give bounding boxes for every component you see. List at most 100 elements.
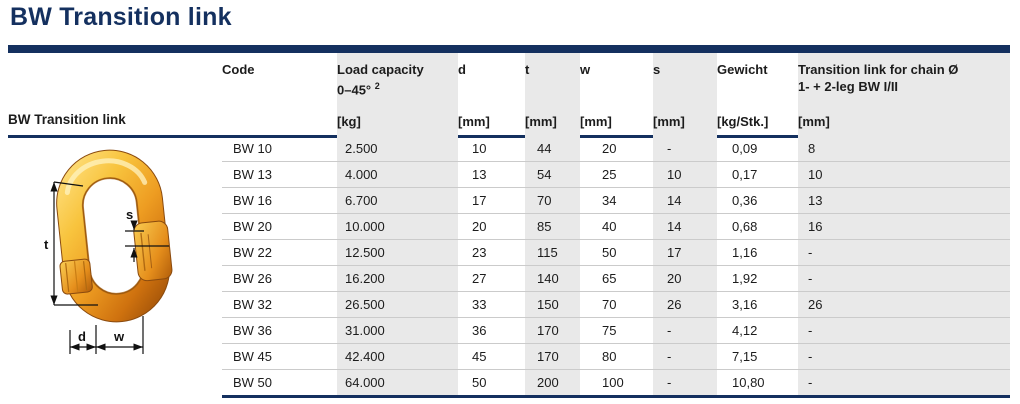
cell-s: 26	[653, 292, 717, 317]
cell-transition: -	[798, 344, 1010, 369]
unit-load: [kg]	[337, 114, 361, 129]
cell-t: 150	[525, 292, 580, 317]
table-row: BW 10 2.500 10 44 20 - 0,09 8	[222, 135, 1010, 161]
chain-link-illustration: t s d w	[44, 149, 173, 354]
table-row: BW 32 26.500 33 150 70 26 3,16 26	[222, 291, 1010, 317]
table-row: BW 26 16.200 27 140 65 20 1,92 -	[222, 265, 1010, 291]
cell-gewicht: 0,09	[732, 140, 758, 156]
cell-load: 64.000	[337, 370, 458, 395]
table-header-row: Code Load capacity 0–45° 2 [kg] d [mm] t…	[222, 53, 1010, 135]
header-rule-bar	[8, 135, 1010, 138]
cell-s: -	[653, 344, 717, 369]
header-cell-t: t [mm]	[525, 53, 580, 135]
cell-t: 170	[525, 318, 580, 343]
header-cell-load-capacity: Load capacity 0–45° 2 [kg]	[337, 53, 458, 135]
table-row: BW 13 4.000 13 54 25 10 0,17 10	[222, 161, 1010, 187]
cell-w: 50	[602, 245, 617, 260]
cell-code: BW 50	[233, 375, 273, 390]
cell-d: 17	[472, 193, 487, 208]
cell-load: 2.500	[337, 135, 458, 161]
table-row: BW 50 64.000 50 200 100 - 10,80 -	[222, 369, 1010, 395]
cell-s: -	[653, 318, 717, 343]
cell-load: 31.000	[337, 318, 458, 343]
table-row: BW 20 10.000 20 85 40 14 0,68 16	[222, 213, 1010, 239]
cell-gewicht: 0,17	[732, 167, 758, 182]
dimension-t	[50, 181, 98, 306]
cell-load: 10.000	[337, 214, 458, 239]
cell-load: 6.700	[337, 188, 458, 213]
cell-d: 13	[472, 167, 487, 182]
cell-gewicht: 0,68	[732, 219, 758, 234]
cell-t: 115	[525, 240, 580, 265]
cell-d: 50	[472, 375, 487, 390]
cell-transition: 16	[798, 214, 1010, 239]
table-row: BW 16 6.700 17 70 34 14 0,36 13	[222, 187, 1010, 213]
table-row: BW 45 42.400 45 170 80 - 7,15 -	[222, 343, 1010, 369]
cell-load: 4.000	[337, 162, 458, 187]
cell-t: 200	[525, 370, 580, 395]
dimension-w-label: w	[113, 329, 125, 344]
cell-w: 80	[602, 349, 617, 364]
cell-d: 23	[472, 245, 487, 260]
dimension-t-label: t	[44, 237, 49, 252]
unit-w: [mm]	[580, 114, 612, 129]
footnote-marker: 2	[374, 81, 380, 91]
cell-w: 25	[602, 167, 617, 182]
cell-transition: -	[798, 240, 1010, 265]
cell-s: 14	[653, 214, 717, 239]
cell-w: 100	[602, 375, 624, 390]
table-body: BW 10 2.500 10 44 20 - 0,09 8 BW 13 4.00…	[222, 135, 1010, 398]
cell-gewicht: 3,16	[732, 297, 758, 312]
cell-d: 27	[472, 271, 487, 286]
header-cell-gewicht: Gewicht [kg/Stk.]	[717, 62, 769, 129]
cell-s: 20	[653, 266, 717, 291]
table-row: BW 22 12.500 23 115 50 17 1,16 -	[222, 239, 1010, 265]
cell-w: 34	[602, 193, 617, 208]
cell-transition: -	[798, 318, 1010, 343]
cell-w: 65	[602, 271, 617, 286]
cell-transition: -	[798, 266, 1010, 291]
header-cell-code: Code	[222, 62, 255, 77]
cell-s: -	[653, 135, 717, 161]
dimension-s-label: s	[126, 207, 133, 222]
header-cell-w: w [mm]	[580, 62, 612, 129]
cell-w: 40	[602, 219, 617, 234]
table-row: BW 36 31.000 36 170 75 - 4,12 -	[222, 317, 1010, 343]
cell-transition: 8	[798, 135, 1010, 161]
header-cell-d: d [mm]	[458, 62, 490, 129]
cell-code: BW 32	[233, 297, 273, 312]
cell-transition: 10	[798, 162, 1010, 187]
page-title: BW Transition link	[10, 3, 232, 31]
cell-t: 170	[525, 344, 580, 369]
header-cell-s: s [mm]	[653, 53, 717, 135]
cell-code: BW 36	[233, 323, 273, 338]
cell-d: 36	[472, 323, 487, 338]
cell-s: 10	[653, 162, 717, 187]
cell-t: 70	[525, 188, 580, 213]
cell-gewicht: 1,16	[732, 245, 758, 260]
cell-gewicht: 10,80	[732, 375, 765, 390]
cell-code: BW 26	[233, 271, 273, 286]
cell-load: 16.200	[337, 266, 458, 291]
title-rule-bar	[8, 45, 1010, 53]
cell-load: 42.400	[337, 344, 458, 369]
cell-s: -	[653, 370, 717, 395]
cell-d: 33	[472, 297, 487, 312]
cell-t: 54	[525, 162, 580, 187]
cell-transition: 13	[798, 188, 1010, 213]
cell-s: 14	[653, 188, 717, 213]
cell-gewicht: 4,12	[732, 323, 758, 338]
cell-code: BW 45	[233, 349, 273, 364]
unit-gewicht: [kg/Stk.]	[717, 114, 769, 129]
cell-load: 26.500	[337, 292, 458, 317]
cell-transition: -	[798, 370, 1010, 395]
unit-transition: [mm]	[798, 114, 830, 129]
cell-d: 20	[472, 219, 487, 234]
table-row-group-label: BW Transition link	[8, 112, 126, 127]
cell-code: BW 10	[233, 140, 273, 156]
dimension-d-w	[69, 316, 144, 354]
cell-code: BW 22	[233, 245, 273, 260]
cell-t: 85	[525, 214, 580, 239]
dimension-s	[125, 220, 169, 262]
cell-load: 12.500	[337, 240, 458, 265]
